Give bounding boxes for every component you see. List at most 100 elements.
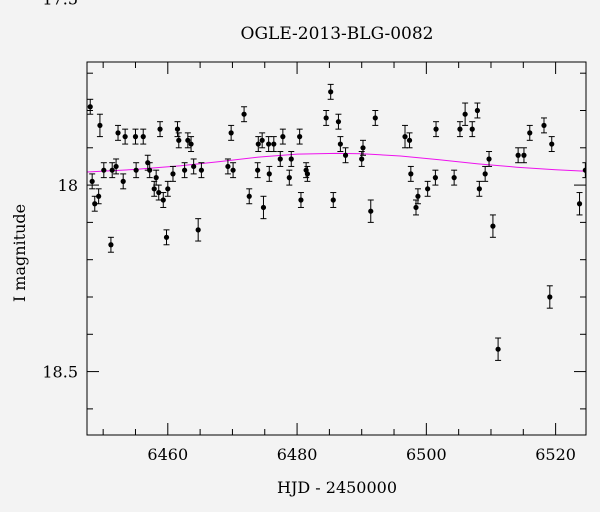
data-point bbox=[163, 229, 170, 246]
point-marker bbox=[495, 346, 501, 352]
point-marker bbox=[297, 134, 303, 140]
data-point bbox=[132, 128, 139, 145]
data-point bbox=[151, 180, 158, 197]
point-marker bbox=[113, 163, 119, 170]
data-point bbox=[181, 162, 188, 179]
x-tick-label: 6480 bbox=[277, 445, 318, 464]
data-point bbox=[489, 214, 496, 238]
data-point bbox=[113, 158, 120, 175]
point-marker bbox=[97, 122, 103, 129]
data-point bbox=[89, 173, 96, 190]
point-marker bbox=[462, 111, 468, 117]
data-point bbox=[358, 151, 365, 167]
point-marker bbox=[490, 223, 496, 229]
point-marker bbox=[255, 141, 261, 147]
data-point bbox=[146, 162, 153, 179]
data-point bbox=[402, 124, 409, 149]
point-marker bbox=[271, 141, 277, 147]
point-marker bbox=[482, 171, 488, 177]
point-marker bbox=[140, 134, 146, 140]
data-point bbox=[195, 218, 202, 242]
point-marker bbox=[120, 178, 126, 184]
data-point bbox=[109, 162, 116, 179]
data-point bbox=[414, 188, 421, 205]
data-point bbox=[476, 180, 483, 197]
data-point bbox=[241, 106, 248, 123]
point-marker bbox=[323, 115, 329, 121]
point-marker bbox=[549, 141, 555, 147]
data-point bbox=[164, 180, 171, 197]
data-point bbox=[122, 128, 129, 145]
point-marker bbox=[182, 167, 188, 173]
point-marker bbox=[185, 137, 191, 143]
data-point bbox=[286, 169, 293, 186]
data-point bbox=[469, 121, 476, 138]
point-marker bbox=[486, 156, 492, 162]
data-point bbox=[230, 162, 237, 179]
data-point bbox=[304, 165, 311, 182]
data-point bbox=[462, 102, 469, 126]
data-point bbox=[140, 128, 147, 145]
point-marker bbox=[328, 89, 334, 95]
point-marker bbox=[515, 152, 521, 158]
plot-frame bbox=[86, 61, 587, 436]
data-point bbox=[456, 121, 463, 138]
point-marker bbox=[156, 189, 162, 196]
data-point bbox=[246, 188, 253, 205]
point-marker bbox=[132, 134, 139, 140]
point-marker bbox=[368, 208, 374, 214]
point-marker bbox=[280, 134, 286, 140]
data-point bbox=[540, 117, 547, 134]
data-point bbox=[190, 158, 197, 175]
data-point bbox=[486, 151, 493, 167]
point-marker bbox=[228, 130, 234, 136]
point-marker bbox=[298, 197, 304, 203]
x-tick-label: 6460 bbox=[147, 445, 188, 464]
chart-title: OGLE-2013-BLG-0082 bbox=[241, 24, 434, 44]
y-axis-label: I magnitude bbox=[10, 204, 29, 302]
model-curve bbox=[87, 152, 586, 173]
data-point bbox=[288, 151, 295, 167]
x-tick-label: 6500 bbox=[406, 445, 447, 464]
point-marker bbox=[87, 104, 93, 110]
point-marker bbox=[359, 156, 365, 162]
data-point bbox=[265, 136, 272, 153]
data-point bbox=[157, 121, 164, 138]
point-marker bbox=[133, 167, 139, 173]
point-marker bbox=[170, 171, 176, 177]
data-point bbox=[198, 162, 205, 179]
point-marker bbox=[425, 186, 431, 192]
data-point bbox=[337, 136, 344, 153]
point-marker bbox=[576, 201, 583, 207]
data-point bbox=[546, 285, 553, 309]
data-point bbox=[323, 109, 330, 126]
data-point bbox=[372, 109, 379, 126]
data-point bbox=[228, 124, 235, 141]
point-marker bbox=[225, 163, 231, 170]
data-point bbox=[107, 236, 114, 253]
data-point bbox=[335, 113, 342, 130]
data-point bbox=[260, 195, 267, 220]
point-marker bbox=[408, 171, 414, 177]
data-point bbox=[451, 169, 458, 186]
point-marker bbox=[415, 193, 421, 199]
data-point bbox=[520, 147, 527, 164]
point-marker bbox=[266, 141, 272, 147]
data-point bbox=[259, 132, 266, 149]
data-point bbox=[188, 136, 195, 153]
point-marker bbox=[160, 197, 166, 203]
point-marker bbox=[92, 201, 98, 207]
point-marker bbox=[476, 186, 482, 192]
point-marker bbox=[109, 167, 115, 173]
data-point bbox=[495, 337, 502, 361]
point-marker bbox=[266, 171, 272, 177]
data-point bbox=[406, 132, 413, 149]
point-marker bbox=[191, 163, 197, 170]
point-marker bbox=[188, 141, 194, 147]
point-marker bbox=[342, 152, 349, 158]
point-marker bbox=[147, 167, 153, 173]
data-point bbox=[279, 128, 286, 145]
data-point bbox=[184, 132, 191, 149]
